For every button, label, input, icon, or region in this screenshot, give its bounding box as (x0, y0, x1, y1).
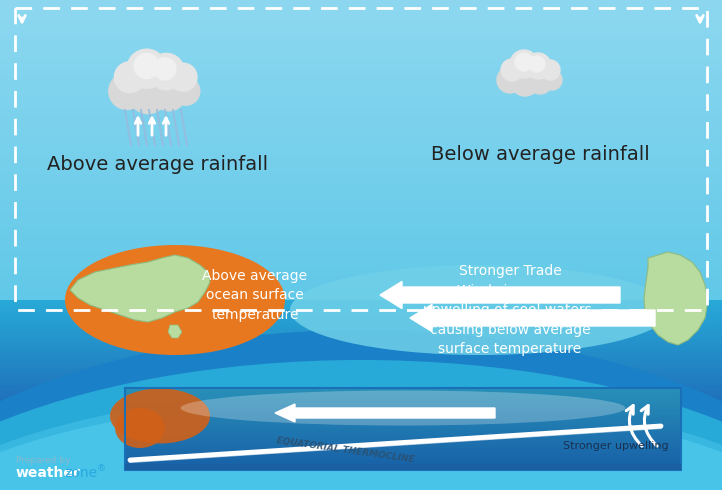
Text: weather: weather (16, 466, 81, 480)
FancyArrow shape (380, 281, 620, 309)
Text: Above average rainfall: Above average rainfall (48, 155, 269, 174)
Ellipse shape (0, 330, 722, 490)
Text: zone: zone (64, 466, 97, 480)
Circle shape (540, 60, 560, 80)
Text: Stronger Trade
Winds increase
upwelling of cool waters,
causing below average
su: Stronger Trade Winds increase upwelling … (423, 264, 596, 356)
Circle shape (114, 62, 145, 93)
Circle shape (129, 74, 168, 114)
Circle shape (148, 53, 184, 90)
Circle shape (501, 59, 523, 81)
FancyArrow shape (410, 304, 655, 332)
Circle shape (172, 77, 200, 105)
Circle shape (134, 53, 159, 78)
FancyBboxPatch shape (125, 464, 681, 470)
Circle shape (542, 70, 562, 90)
Polygon shape (70, 255, 210, 322)
Ellipse shape (0, 360, 722, 490)
Text: EQUATORIAL THERMOCLINE: EQUATORIAL THERMOCLINE (275, 436, 414, 464)
Polygon shape (644, 252, 708, 345)
Ellipse shape (180, 391, 625, 425)
Circle shape (154, 58, 176, 80)
Circle shape (515, 53, 533, 71)
Ellipse shape (0, 400, 722, 490)
Circle shape (152, 77, 186, 111)
Circle shape (510, 50, 538, 78)
Ellipse shape (110, 389, 210, 443)
Circle shape (497, 67, 523, 93)
Ellipse shape (0, 390, 722, 490)
Ellipse shape (65, 245, 285, 355)
FancyArrow shape (275, 404, 495, 422)
Text: Above average
ocean surface
temperature: Above average ocean surface temperature (202, 269, 308, 321)
Ellipse shape (115, 408, 165, 448)
Text: Prepared by: Prepared by (16, 456, 71, 465)
Circle shape (127, 49, 166, 88)
Circle shape (511, 68, 539, 96)
Circle shape (109, 73, 145, 109)
Text: ®: ® (97, 464, 106, 473)
Circle shape (525, 53, 551, 79)
Text: Stronger upwelling: Stronger upwelling (563, 441, 669, 451)
Ellipse shape (290, 265, 670, 355)
Circle shape (169, 63, 197, 91)
Text: Below average rainfall: Below average rainfall (430, 145, 649, 164)
Polygon shape (168, 325, 182, 338)
Circle shape (528, 70, 552, 94)
Circle shape (529, 56, 545, 72)
